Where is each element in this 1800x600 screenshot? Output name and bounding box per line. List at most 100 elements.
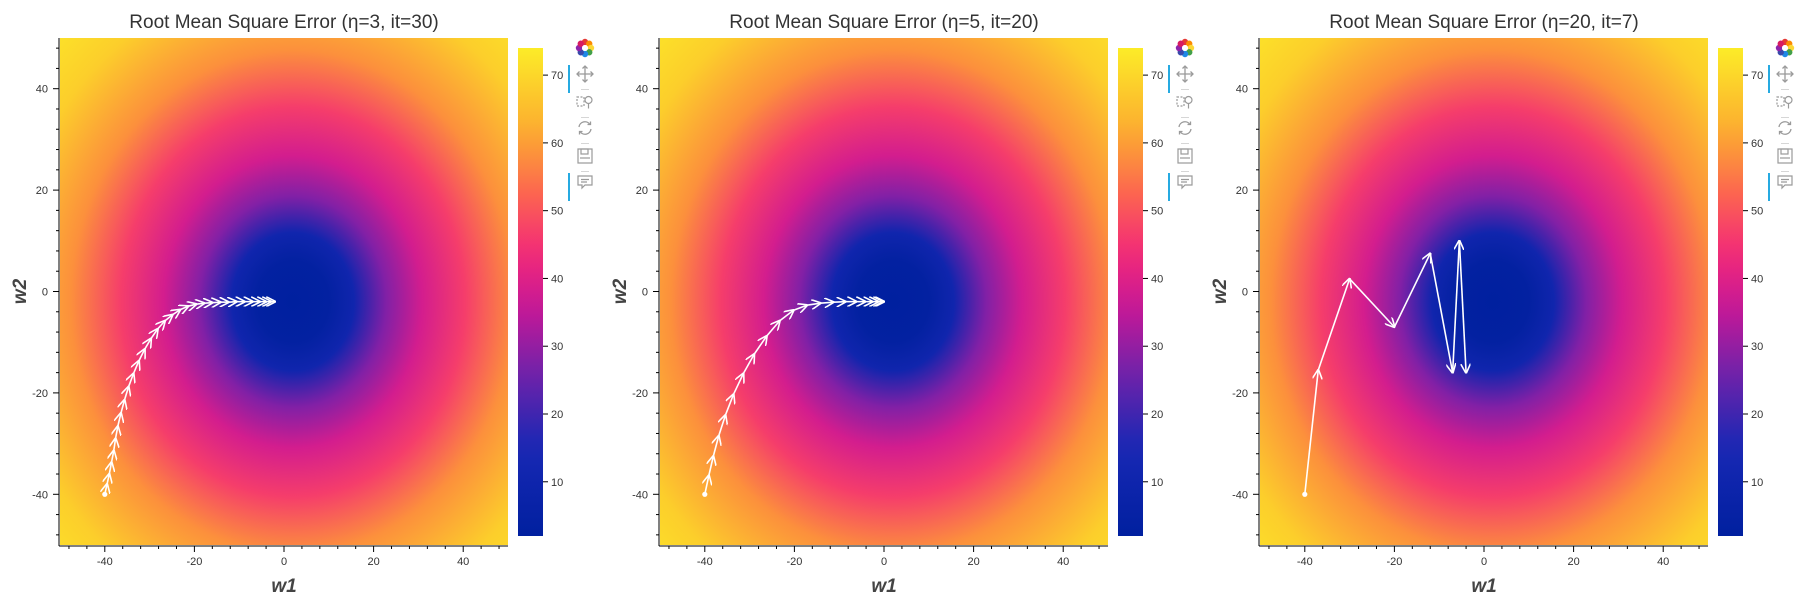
pan-tool-button[interactable]: [1168, 64, 1197, 93]
trajectory-step-arrow: [118, 413, 121, 427]
hover-icon: [1776, 173, 1794, 196]
x-tick-label: -40: [97, 556, 113, 568]
chart-panel-2: Root Mean Square Error (η=5, it=20) -40 -2…: [600, 0, 1200, 600]
y-tick-label: 0: [1242, 287, 1248, 299]
chart-panel-3: Root Mean Square Error (η=20, it=7) -40 -2…: [1200, 0, 1800, 600]
pan-icon: [1176, 64, 1194, 88]
bokeh-logo-tool-button[interactable]: [573, 38, 597, 62]
x-tick-label: 0: [1481, 556, 1487, 568]
y-axis-label: w2: [610, 278, 631, 304]
colorbar-tick-label: 70: [1751, 70, 1763, 82]
trajectory: [102, 302, 275, 497]
y-tick-label: 0: [642, 287, 648, 299]
trajectory-step-arrow: [705, 476, 709, 495]
box-zoom-tool-button[interactable]: [1173, 92, 1197, 116]
colorbar-tick-label: 50: [1151, 206, 1163, 218]
colorbar-tick-label: 60: [1151, 138, 1163, 150]
save-icon: [576, 147, 594, 170]
box-zoom-icon: [1776, 93, 1794, 116]
trajectory-step-arrow: [125, 387, 129, 401]
trajectory-step-arrow: [109, 462, 111, 475]
heatmap: [60, 38, 508, 545]
bokeh-logo-tool-button[interactable]: [1173, 38, 1197, 62]
colorbar-tick-label: 40: [1751, 273, 1763, 285]
colorbar-tick-label: 20: [1751, 409, 1763, 421]
y-tick-label: 40: [636, 84, 648, 96]
reset-icon: [576, 119, 594, 142]
trajectory-step-arrow: [121, 400, 125, 414]
heatmap: [660, 38, 1108, 545]
colorbar-tick-label: 70: [551, 70, 563, 82]
hover-tool-button[interactable]: [1768, 172, 1797, 201]
x-tick-label: 0: [881, 556, 887, 568]
x-axis-label: w1: [1471, 576, 1496, 597]
hover-tool-button[interactable]: [1168, 172, 1197, 201]
y-tick-label: -20: [1232, 388, 1248, 400]
active-tool-indicator: [1168, 65, 1170, 93]
trajectory-step-arrow: [112, 451, 114, 463]
reset-icon: [1776, 119, 1794, 142]
x-axis-label: w1: [871, 576, 896, 597]
colorbar-tick-label: 40: [1151, 273, 1163, 285]
chart-title: Root Mean Square Error (η=5, it=20): [729, 12, 1038, 33]
reset-tool-button[interactable]: [573, 118, 597, 142]
bokeh-logo-icon: [575, 38, 595, 63]
chart-svg-3: Root Mean Square Error (η=20, it=7) -40 -2…: [1210, 12, 1763, 597]
save-tool-button[interactable]: [1173, 146, 1197, 170]
trajectory-step-arrow: [139, 349, 145, 362]
trajectory-step-arrow: [204, 303, 212, 304]
x-tick-label: 40: [1057, 556, 1069, 568]
trajectory-step-arrow: [196, 303, 204, 304]
y-axis-label: w2: [1210, 278, 1231, 304]
trajectory-step-arrow: [742, 354, 754, 375]
pan-tool-button[interactable]: [1768, 64, 1797, 93]
hover-tool-button[interactable]: [568, 172, 597, 201]
reset-tool-button[interactable]: [1173, 118, 1197, 142]
toolbar-separator: [581, 117, 589, 118]
active-tool-indicator: [1768, 173, 1770, 201]
trajectory-start-point: [1302, 491, 1308, 497]
reset-tool-button[interactable]: [1773, 118, 1797, 142]
trajectory-step-arrow: [1393, 253, 1430, 328]
x-tick-label: 40: [1657, 556, 1669, 568]
bokeh-logo-icon: [1175, 38, 1195, 63]
toolbar-separator: [1781, 89, 1789, 90]
trajectory-step-arrow: [1349, 278, 1395, 327]
box-zoom-tool-button[interactable]: [573, 92, 597, 116]
box-zoom-tool-button[interactable]: [1773, 92, 1797, 116]
chart-panel-1: Root Mean Square Error (η=3, it=30) -40 -2…: [0, 0, 600, 600]
trajectory-step-arrow: [779, 310, 794, 322]
y-tick-label: 40: [36, 84, 48, 96]
colorbar-tick-label: 10: [551, 477, 563, 489]
colorbar-tick-label: 20: [551, 409, 563, 421]
chart-title: Root Mean Square Error (η=3, it=30): [129, 12, 438, 33]
y-tick-label: 40: [1236, 84, 1248, 96]
trajectory-step-arrow: [753, 336, 767, 355]
trajectory-step-arrow: [1304, 370, 1318, 495]
trajectory-step-arrow: [145, 339, 151, 350]
colorbar-tick-label: 10: [1751, 477, 1763, 489]
trajectory-step-arrow: [724, 394, 733, 416]
trajectory-step-arrow: [1317, 279, 1349, 371]
bokeh-logo-tool-button[interactable]: [1773, 38, 1797, 62]
trajectory-step-arrow: [833, 302, 845, 303]
hover-icon: [1176, 173, 1194, 196]
colorbar-tick-label: 70: [1151, 70, 1163, 82]
active-tool-indicator: [1768, 65, 1770, 93]
trajectory-step-arrow: [1429, 253, 1452, 372]
pan-tool-button[interactable]: [568, 64, 597, 93]
save-icon: [1776, 147, 1794, 170]
trajectory-step-arrow: [793, 305, 807, 310]
trajectory-step-arrow: [133, 361, 138, 374]
x-tick-label: 0: [281, 556, 287, 568]
x-tick-label: -40: [1297, 556, 1313, 568]
x-tick-label: 20: [367, 556, 379, 568]
y-tick-label: 0: [42, 287, 48, 299]
save-tool-button[interactable]: [1773, 146, 1797, 170]
x-tick-label: 20: [967, 556, 979, 568]
trajectory-step-arrow: [129, 374, 134, 388]
y-tick-label: -40: [632, 489, 648, 501]
toolbar-separator: [1781, 143, 1789, 144]
trajectory-step-arrow: [116, 426, 118, 439]
save-tool-button[interactable]: [573, 146, 597, 170]
